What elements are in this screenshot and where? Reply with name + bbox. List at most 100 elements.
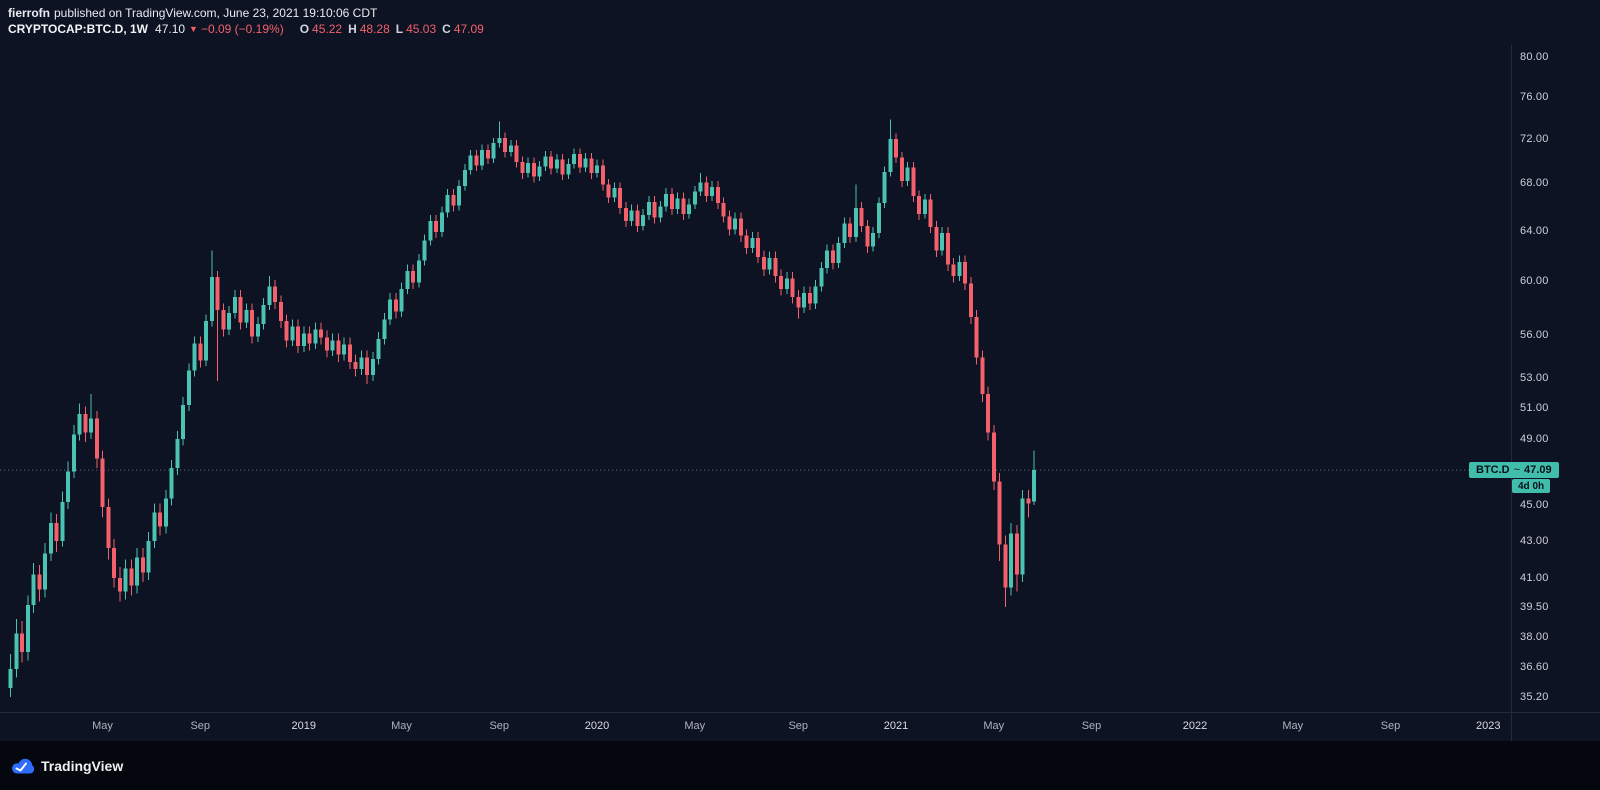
candle-body[interactable] — [273, 286, 277, 303]
candle-body[interactable] — [750, 238, 755, 248]
candle-body[interactable] — [773, 258, 778, 276]
time-axis[interactable]: May Sep 2019 May Sep 2020 May Sep 2021 May Sep 2022… — [0, 712, 1600, 741]
candle-body[interactable] — [986, 394, 990, 433]
candle-body[interactable] — [618, 188, 622, 208]
candle-body[interactable] — [181, 404, 185, 440]
candle-body[interactable] — [807, 292, 812, 304]
candle-body[interactable] — [543, 156, 548, 167]
candle-body[interactable] — [1009, 533, 1013, 588]
candle-body[interactable] — [911, 167, 916, 197]
candle-body[interactable] — [365, 357, 369, 375]
candle-body[interactable] — [411, 270, 415, 283]
candle-body[interactable] — [928, 199, 933, 228]
candle-body[interactable] — [945, 233, 950, 265]
candle-body[interactable] — [704, 182, 709, 197]
candle-body[interactable] — [957, 261, 962, 276]
candle-body[interactable] — [1003, 544, 1008, 588]
candle-body[interactable] — [652, 202, 657, 218]
candle-body[interactable] — [876, 203, 881, 234]
candle-body[interactable] — [664, 193, 668, 207]
candle-body[interactable] — [175, 439, 180, 469]
candle-body[interactable] — [31, 574, 36, 606]
candle-body[interactable] — [25, 605, 30, 652]
candle-body[interactable] — [43, 553, 47, 590]
candle-body[interactable] — [520, 161, 525, 174]
candle-body[interactable] — [37, 574, 42, 590]
candle-body[interactable] — [796, 296, 801, 308]
candle-body[interactable] — [951, 264, 956, 276]
candle-body[interactable] — [342, 344, 346, 355]
candle-body[interactable] — [491, 143, 496, 159]
candle-body[interactable] — [727, 216, 732, 230]
candlestick-series[interactable] — [8, 119, 1037, 698]
candle-body[interactable] — [370, 358, 375, 375]
candle-body[interactable] — [698, 182, 703, 192]
candle-body[interactable] — [215, 277, 220, 311]
candle-body[interactable] — [140, 557, 145, 573]
candle-body[interactable] — [106, 507, 111, 549]
candle-body[interactable] — [721, 203, 726, 217]
candle-body[interactable] — [658, 206, 663, 218]
candle-body[interactable] — [871, 233, 875, 247]
candle-body[interactable] — [353, 361, 358, 370]
candle-body[interactable] — [117, 578, 122, 592]
candle-body[interactable] — [537, 166, 542, 177]
candle-body[interactable] — [761, 256, 766, 270]
candle-body[interactable] — [554, 159, 559, 169]
candle-body[interactable] — [428, 221, 433, 241]
candle-body[interactable] — [859, 207, 864, 226]
candle-body[interactable] — [250, 310, 254, 337]
candle-body[interactable] — [508, 145, 513, 152]
candle-body[interactable] — [894, 138, 898, 158]
candle-body[interactable] — [917, 196, 921, 214]
candle-body[interactable] — [232, 296, 237, 313]
candle-body[interactable] — [767, 258, 772, 270]
candle-body[interactable] — [974, 316, 979, 358]
candle-body[interactable] — [526, 163, 530, 174]
price-axis[interactable]: 80.00 76.00 72.00 68.00 64.00 60.00 56.00 53.00… — [1512, 45, 1600, 741]
candle-body[interactable] — [687, 204, 691, 214]
candle-body[interactable] — [922, 199, 927, 214]
candle-body[interactable] — [330, 340, 335, 351]
candle-body[interactable] — [589, 158, 594, 174]
candle-body[interactable] — [853, 207, 858, 237]
candle-body[interactable] — [600, 165, 605, 185]
candle-body[interactable] — [255, 323, 260, 337]
candle-body[interactable] — [646, 202, 651, 216]
candle-body[interactable] — [583, 158, 588, 168]
candle-body[interactable] — [77, 413, 82, 435]
candle-body[interactable] — [359, 357, 364, 370]
candle-body[interactable] — [123, 568, 128, 592]
candle-body[interactable] — [163, 498, 168, 527]
candle-body[interactable] — [393, 299, 398, 312]
candle-body[interactable] — [836, 243, 841, 264]
candle-body[interactable] — [451, 195, 456, 206]
candle-body[interactable] — [457, 185, 461, 206]
candle-body[interactable] — [227, 312, 231, 330]
candle-body[interactable] — [606, 184, 611, 198]
candle-body[interactable] — [244, 310, 249, 323]
candle-body[interactable] — [307, 333, 312, 344]
candle-body[interactable] — [623, 207, 628, 222]
candle-body[interactable] — [595, 165, 599, 174]
candle-body[interactable] — [278, 302, 283, 322]
candle-body[interactable] — [319, 329, 323, 338]
candle-body[interactable] — [399, 288, 404, 312]
candle-body[interactable] — [888, 138, 893, 173]
symbol-title[interactable]: CRYPTOCAP:BTC.D, 1W — [8, 22, 149, 36]
candle-body[interactable] — [152, 512, 157, 541]
candle-body[interactable] — [1020, 498, 1025, 575]
candle-body[interactable] — [112, 548, 116, 579]
candle-body[interactable] — [968, 283, 973, 317]
candle-body[interactable] — [8, 668, 13, 689]
candle-body[interactable] — [14, 633, 19, 669]
candle-body[interactable] — [715, 186, 720, 204]
candle-body[interactable] — [635, 210, 640, 226]
candle-body[interactable] — [405, 270, 410, 289]
candle-body[interactable] — [388, 299, 392, 320]
candle-body[interactable] — [940, 233, 944, 251]
candle-body[interactable] — [209, 277, 214, 322]
candle-body[interactable] — [146, 540, 151, 573]
candle-body[interactable] — [514, 145, 519, 162]
